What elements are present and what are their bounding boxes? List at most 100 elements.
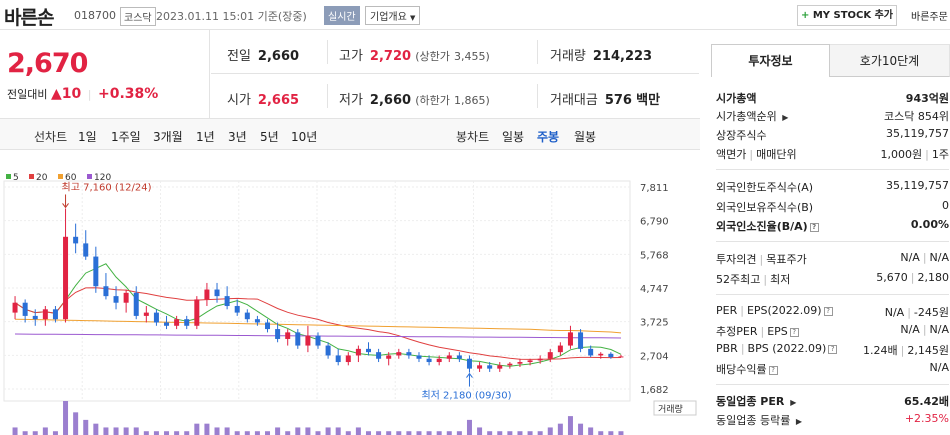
candle-body (12, 302, 18, 313)
max-annotation: 최고 7,160 (12/24) (62, 181, 152, 193)
tab-investment-info[interactable]: 투자정보 (711, 44, 830, 77)
add-mystock-label: MY STOCK 추가 (812, 10, 894, 21)
legend-swatch-5 (6, 174, 11, 179)
volume-bar (517, 431, 523, 435)
candle-body (123, 292, 129, 303)
candle-body (376, 352, 382, 359)
quick-order-link[interactable]: 바른주문 (911, 12, 948, 23)
candle-body (42, 309, 48, 320)
industry-rate-row: 동일업종 등락률 ▶ +2.35% (716, 410, 949, 429)
volume-bar (396, 431, 402, 435)
company-overview-button[interactable]: 기업개요 ▼ (365, 6, 421, 25)
amount-unit: 백만 (636, 93, 661, 108)
volume-bar (537, 431, 543, 435)
volume-bar (32, 431, 38, 435)
volume-label: 거래량 (550, 49, 586, 64)
price-change: 전일대비 ▲10 | +0.38% (7, 86, 158, 102)
week52-row: 52주최고 | 최저 5,670 | 2,180 (716, 269, 949, 288)
period-1d[interactable]: 1일 (78, 130, 97, 144)
summary-row-1: 전일 2,660 고가 2,720 (상한가 3,455) 거래량 214,223 (211, 30, 699, 74)
volume-bar (325, 427, 331, 435)
volume-value: 214,223 (592, 49, 653, 64)
legend-label-20: 20 (36, 173, 48, 183)
target-price-value: N/A (929, 251, 949, 264)
volume-bar (557, 423, 563, 435)
candle-body (22, 302, 28, 316)
candle-body (133, 292, 139, 316)
period-5y[interactable]: 5년 (260, 130, 279, 144)
chart-toolbar: 선차트 1일 1주일 3개월 1년 3년 5년 10년 봉차트 일봉 주봉 월봉 (0, 118, 700, 150)
candle-body (265, 322, 271, 330)
candle-body (547, 352, 553, 359)
candle-body (517, 362, 523, 364)
period-3m[interactable]: 3개월 (153, 130, 183, 144)
divider (716, 169, 949, 170)
volume-bar (143, 431, 149, 435)
market-cap-rank-label: 시가총액순위 ▶ (716, 108, 788, 124)
candle-body (153, 312, 159, 323)
tab-order-book[interactable]: 호가10단계 (830, 44, 950, 77)
candle-body (507, 363, 513, 366)
candle-monthly[interactable]: 월봉 (574, 130, 597, 144)
pbr-value: 1.24배 | 2,145원 (863, 344, 949, 357)
y-tick-label: 5,768 (640, 250, 669, 261)
help-icon[interactable]: ? (789, 327, 799, 337)
change-amount: 10 (61, 86, 82, 102)
period-10y[interactable]: 10년 (291, 130, 318, 144)
candle-body (386, 355, 392, 359)
y-tick-label: 4,747 (640, 284, 669, 295)
help-icon[interactable]: ? (828, 344, 838, 354)
candle-body (436, 358, 442, 363)
y-tick-label: 2,704 (640, 351, 669, 362)
candle-body (345, 355, 351, 363)
max-arrowhead (62, 203, 69, 209)
dividend-row: 배당수익률? N/A (716, 359, 949, 378)
candle-body (426, 358, 432, 363)
add-mystock-button[interactable]: + MY STOCK 추가 (797, 5, 897, 26)
volume-bar (93, 423, 99, 435)
candle-daily[interactable]: 일봉 (502, 130, 525, 144)
market-badge: 코스닥 (120, 7, 156, 26)
lower-limit-label: (하한가 (415, 94, 450, 107)
candle-body (295, 332, 301, 346)
y-axis-ticks: 7,811 6,790 5,768 4,747 3,725 2,704 1,682 (640, 183, 669, 396)
volume-bar (224, 427, 230, 435)
opinion-text: 투자의견 (716, 253, 757, 266)
candle-weekly[interactable]: 주봉 (537, 130, 560, 144)
dividend-value: N/A (929, 361, 949, 374)
candle-body (73, 236, 79, 244)
candle-body (204, 289, 210, 300)
triangle-icon: ▶ (782, 113, 789, 122)
market-cap-value: 943억원 (905, 92, 949, 105)
divider (537, 84, 538, 108)
realtime-badge[interactable]: 실시간 (324, 6, 360, 25)
info-tabs: 투자정보 호가10단계 (711, 44, 950, 77)
volume-bar (103, 427, 109, 435)
period-3y[interactable]: 3년 (228, 130, 247, 144)
candle-body (567, 332, 573, 346)
volume-bar (305, 427, 311, 435)
help-icon[interactable]: ? (768, 365, 778, 375)
help-icon[interactable]: ? (823, 306, 833, 316)
week52-high-label: 52주최고 (716, 273, 761, 286)
par-value-value: 1,000원 | 1주 (880, 148, 949, 161)
volume-bar (214, 427, 220, 435)
period-1y[interactable]: 1년 (196, 130, 215, 144)
upper-limit-label: (상한가 (415, 50, 450, 63)
divider (327, 84, 328, 108)
industry-rate-text: 동일업종 등락률 (716, 414, 791, 427)
market-cap-rank-value: 코스닥 854위 (884, 110, 949, 123)
volume-bar (335, 427, 341, 435)
volume-bar (164, 431, 170, 435)
candle-body (416, 355, 422, 359)
price-chart[interactable]: 5 20 60 120 7,811 6,790 5,768 4,747 3,725 2,704 1… (0, 151, 700, 435)
help-icon[interactable]: ? (809, 222, 819, 232)
candle-body (618, 356, 624, 358)
candle-body (527, 360, 533, 363)
price-box: 2,670 전일대비 ▲10 | +0.38% (0, 30, 210, 118)
candle-body (466, 358, 472, 369)
period-1w[interactable]: 1주일 (111, 130, 141, 144)
per-text: PER (716, 304, 738, 317)
upper-limit-value: 3,455) (453, 50, 490, 63)
opinion-row: 투자의견 | 목표주가 N/A | N/A (716, 249, 949, 268)
